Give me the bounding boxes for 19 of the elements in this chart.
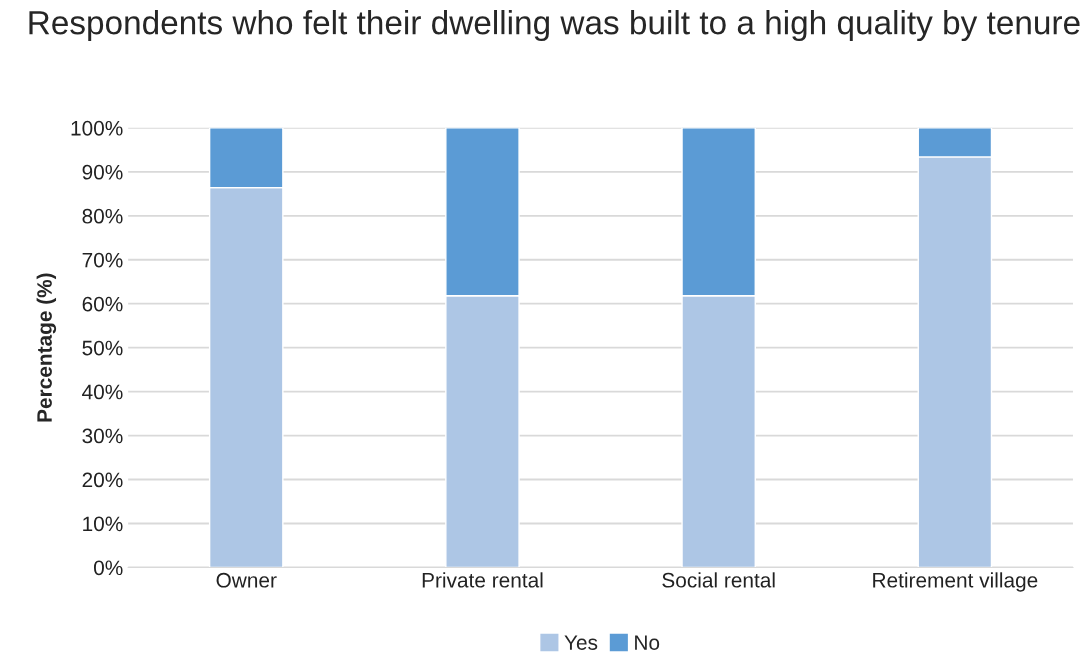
y-tick-label: 10%	[83, 516, 123, 532]
legend-label: No	[635, 635, 660, 650]
y-tick-label: 40%	[82, 384, 123, 400]
x-tick-label: Owner	[216, 572, 277, 588]
legend-label: Yes	[564, 635, 598, 650]
x-tick-label: Social rental	[662, 572, 775, 588]
y-tick-label: 80%	[82, 208, 123, 224]
y-tick-label: 30%	[82, 428, 123, 444]
y-tick-label: 100%	[71, 120, 123, 136]
y-tick-label: 20%	[82, 472, 123, 488]
x-tick-label: Retirement village	[873, 572, 1038, 592]
y-axis-title: Percentage (%)	[36, 273, 57, 422]
y-tick-label: 70%	[82, 252, 123, 268]
y-tick-label: 50%	[82, 340, 123, 356]
chart-title: Respondents who felt their dwelling was built to a high quality by tenure	[29, 9, 1080, 42]
y-tick-label: 90%	[82, 164, 123, 180]
y-tick-label: 0%	[93, 560, 123, 576]
x-tick-label: Private rental	[422, 572, 543, 588]
y-tick-label: 60%	[82, 296, 123, 312]
